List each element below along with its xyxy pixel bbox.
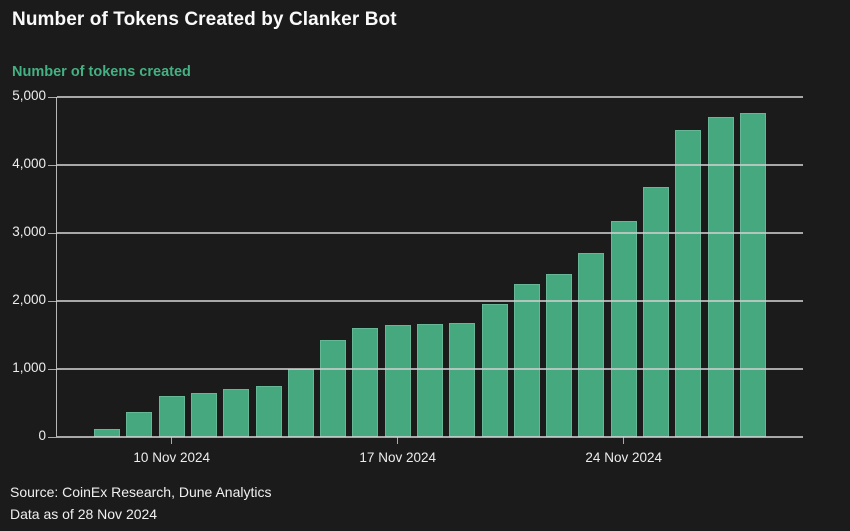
source-line: Source: CoinEx Research, Dune Analytics <box>10 484 272 500</box>
y-axis-label: 5,000 <box>12 88 46 103</box>
x-axis-label: 17 Nov 2024 <box>359 450 436 465</box>
bar <box>739 113 766 437</box>
y-axis-title: Number of tokens created <box>12 64 191 80</box>
bar <box>546 273 573 437</box>
gridline <box>57 164 803 166</box>
x-axis-label: 24 Nov 2024 <box>585 450 662 465</box>
y-axis-tick <box>48 232 57 234</box>
bar <box>513 284 540 437</box>
gridline <box>57 436 803 438</box>
y-axis-tick <box>48 368 57 370</box>
y-axis-line <box>55 97 57 437</box>
x-axis-label: 10 Nov 2024 <box>133 450 210 465</box>
y-axis-label: 1,000 <box>12 360 46 375</box>
bar <box>191 392 217 437</box>
bar <box>352 327 379 437</box>
y-axis-tick <box>48 300 57 302</box>
data-asof-line: Data as of 28 Nov 2024 <box>10 505 158 522</box>
gridline <box>57 300 803 302</box>
bar <box>610 221 637 437</box>
bar <box>320 340 347 437</box>
bar <box>675 129 702 437</box>
bar <box>417 324 443 437</box>
gridline <box>57 368 803 370</box>
source-note: Source: CoinEx Research, Dune Analytics … <box>10 482 271 525</box>
y-axis-tick <box>48 96 57 98</box>
bar <box>384 325 411 437</box>
chart-title: Number of Tokens Created by Clanker Bot <box>12 9 397 30</box>
x-axis-tick <box>170 437 173 444</box>
y-axis-label: 4,000 <box>12 156 46 171</box>
y-axis-tick <box>48 164 57 166</box>
bar <box>287 369 314 437</box>
y-axis-label: 3,000 <box>12 224 46 239</box>
bar <box>643 186 669 437</box>
bar <box>223 389 250 437</box>
bar <box>449 322 476 437</box>
bar <box>255 386 282 437</box>
y-axis-label: 2,000 <box>12 292 46 307</box>
x-axis-tick <box>396 437 399 444</box>
gridline <box>57 232 803 234</box>
bar <box>707 117 734 437</box>
y-axis-tick <box>48 436 57 438</box>
gridline <box>57 96 803 98</box>
y-axis-label: 0 <box>38 428 46 443</box>
bar <box>94 428 121 437</box>
x-axis-tick <box>622 437 625 444</box>
bar <box>481 303 508 437</box>
bar <box>158 395 185 437</box>
bar <box>126 411 153 437</box>
bar <box>578 253 605 437</box>
